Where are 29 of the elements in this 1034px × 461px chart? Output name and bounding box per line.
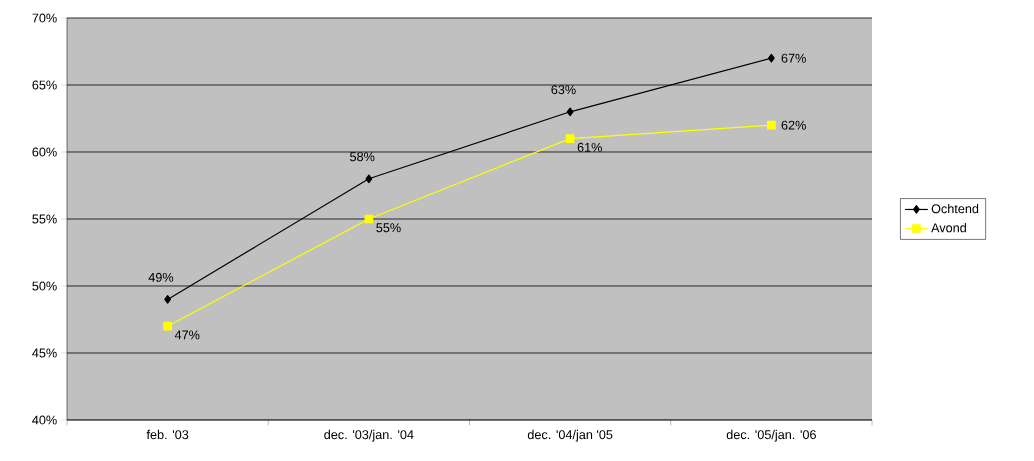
y-tick-label: 65% xyxy=(32,80,57,90)
point xyxy=(566,107,574,117)
point xyxy=(163,321,172,331)
data-label: 49% xyxy=(148,272,174,282)
point xyxy=(365,174,373,184)
y-tick-label: 55% xyxy=(32,214,57,224)
data-label: 55% xyxy=(376,223,401,233)
y-tick-label: 50% xyxy=(32,281,57,291)
data-label: 61% xyxy=(577,142,602,152)
legend-label: Ochtend xyxy=(931,203,979,214)
x-tick-label: dec. '05/jan. '06 xyxy=(726,429,816,442)
y-tick-label: 40% xyxy=(32,415,57,425)
data-label: 47% xyxy=(174,330,200,340)
x-tick-label: dec. '03/jan. '04 xyxy=(324,429,414,442)
x-tick-label: dec. '04/jan '05 xyxy=(527,429,613,442)
x-tick-label: feb. '03 xyxy=(146,429,189,440)
y-tick-label: 45% xyxy=(32,348,57,358)
data-label: 58% xyxy=(350,152,375,162)
y-tick-label: 60% xyxy=(32,147,57,157)
point xyxy=(565,134,575,143)
point xyxy=(164,295,172,304)
point xyxy=(364,214,374,224)
y-tick-label: 70% xyxy=(32,13,57,23)
point xyxy=(767,120,776,130)
legend-label: Avond xyxy=(931,223,966,233)
data-label: 62% xyxy=(781,120,806,130)
data-label: 67% xyxy=(781,53,806,63)
point xyxy=(767,53,775,63)
data-label: 63% xyxy=(551,85,576,95)
